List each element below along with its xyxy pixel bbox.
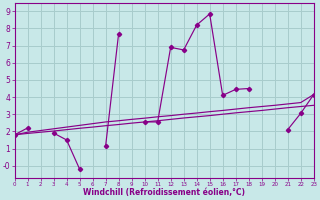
X-axis label: Windchill (Refroidissement éolien,°C): Windchill (Refroidissement éolien,°C) <box>83 188 245 197</box>
